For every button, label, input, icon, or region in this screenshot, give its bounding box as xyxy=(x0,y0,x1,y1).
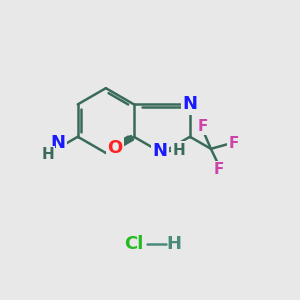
Text: F: F xyxy=(214,162,224,177)
Text: F: F xyxy=(197,118,208,134)
Text: F: F xyxy=(228,136,239,151)
Text: H: H xyxy=(166,235,181,253)
Text: N: N xyxy=(152,142,167,160)
Text: N: N xyxy=(50,134,65,152)
Text: Cl: Cl xyxy=(124,235,143,253)
Text: H: H xyxy=(41,147,54,162)
Text: N: N xyxy=(182,95,197,113)
Text: H: H xyxy=(172,142,185,158)
Text: O: O xyxy=(107,139,122,157)
